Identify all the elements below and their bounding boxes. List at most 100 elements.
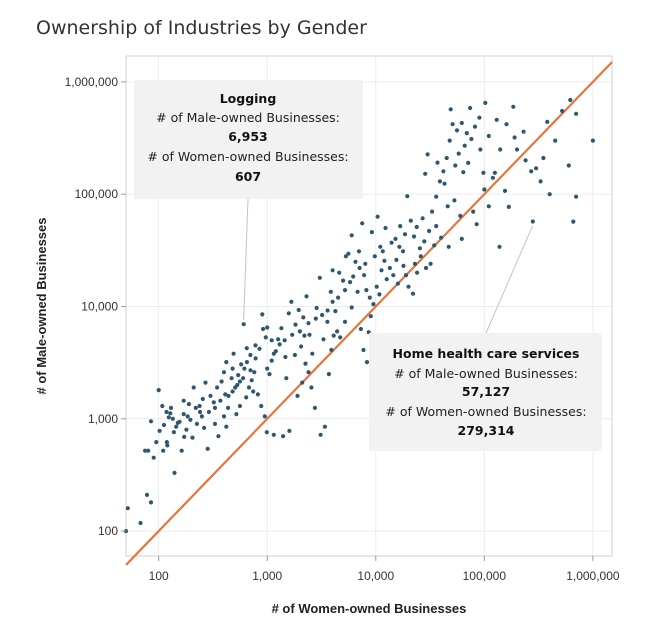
scatter-point: [174, 424, 179, 429]
scatter-point: [284, 376, 289, 381]
scatter-point: [211, 400, 216, 405]
scatter-point: [251, 389, 256, 394]
scatter-point: [547, 192, 552, 197]
scatter-point: [255, 392, 260, 397]
scatter-point: [459, 236, 464, 241]
scatter-point: [242, 366, 247, 371]
scatter-point: [363, 261, 368, 266]
scatter-point: [504, 122, 509, 127]
scatter-point: [442, 181, 447, 186]
scatter-point: [358, 326, 363, 332]
scatter-point: [447, 138, 452, 143]
annotation-home-health-female-label: # of Women-owned Businesses:: [385, 404, 586, 419]
annotation-home-health-male-value: 57,127: [462, 384, 510, 399]
reference-line: [125, 61, 613, 566]
scatter-point: [456, 151, 461, 156]
scatter-point: [244, 346, 249, 351]
scatter-point: [400, 249, 406, 254]
scatter-point: [154, 440, 159, 445]
scatter-point: [267, 372, 272, 377]
scatter-point: [312, 405, 317, 410]
y-tick-label-2: 10,000: [81, 299, 118, 313]
scatter-point: [590, 138, 596, 143]
scatter-point: [165, 443, 170, 448]
scatter-point: [472, 124, 478, 129]
scatter-point: [521, 129, 526, 134]
scatter-point: [452, 198, 457, 203]
scatter-point: [205, 446, 210, 451]
scatter-point: [427, 228, 432, 234]
scatter-point: [343, 254, 348, 259]
scatter-point: [379, 268, 384, 273]
scatter-point: [279, 326, 284, 331]
x-tick-label-4: 1,000,000: [566, 569, 620, 583]
scatter-point: [512, 135, 517, 140]
scatter-point: [406, 284, 411, 289]
scatter-point: [181, 412, 186, 417]
scatter-point: [197, 403, 202, 409]
scatter-point: [368, 314, 373, 319]
scatter-point: [430, 209, 435, 214]
scatter-point: [148, 419, 154, 424]
scatter-point: [125, 506, 130, 511]
scatter-point: [384, 277, 389, 282]
scatter-point: [253, 356, 258, 361]
scatter-point: [262, 414, 267, 419]
scatter-point: [411, 234, 417, 239]
scatter-point: [453, 163, 458, 168]
scatter-point: [325, 319, 330, 324]
scatter-point: [459, 120, 464, 126]
scatter-point: [281, 434, 286, 439]
scatter-point: [297, 329, 302, 334]
scatter-point: [182, 434, 187, 439]
scatter-point: [208, 393, 213, 398]
annotation-logging-title: Logging: [220, 91, 277, 106]
scatter-point: [445, 204, 450, 209]
scatter-point: [486, 133, 491, 139]
scatter-point: [164, 409, 169, 415]
annotation-home-health: Home health care services # of Male-owne…: [369, 333, 602, 451]
scatter-point: [318, 432, 323, 437]
scatter-point: [437, 179, 442, 184]
scatter-point: [248, 368, 253, 373]
scatter-point: [389, 240, 394, 245]
scatter-point: [299, 344, 304, 349]
y-axis-label: # of Male-owned Businesses: [34, 218, 49, 395]
scatter-point: [553, 138, 558, 143]
scatter-point: [282, 338, 287, 343]
axis-ticks: 100 1,000 10,000 100,000 1,000,000 100 1,000 10…: [65, 75, 620, 583]
scatter-point: [271, 432, 276, 437]
scatter-point: [417, 246, 422, 251]
scatter-point: [371, 302, 376, 307]
scatter-point: [164, 440, 169, 445]
scatter-point: [471, 209, 476, 214]
scatter-point: [351, 274, 356, 279]
scatter-point: [184, 427, 189, 432]
scatter-point: [322, 424, 327, 429]
scatter-point: [328, 289, 333, 294]
scatter-point: [293, 322, 298, 327]
scatter-point: [468, 105, 473, 111]
scatter-point: [199, 414, 204, 419]
scatter-point: [307, 332, 312, 337]
scatter-point: [357, 265, 362, 271]
scatter-point: [166, 415, 171, 420]
scatter-point: [257, 346, 262, 351]
scatter-point: [301, 315, 306, 320]
scatter-point: [434, 194, 439, 199]
scatter-point: [330, 299, 335, 304]
scatter-point: [148, 500, 154, 505]
scatter-point: [478, 147, 483, 152]
scatter-point: [321, 337, 326, 342]
scatter-point: [185, 414, 190, 419]
annotation-home-health-female-value: 279,314: [458, 423, 515, 438]
scatter-point: [412, 261, 418, 266]
scatter-point: [194, 421, 199, 426]
scatter-point: [530, 219, 535, 224]
chart-title: Ownership of Industries by Gender: [36, 17, 367, 39]
scatter-point: [216, 434, 221, 439]
scatter-point: [423, 171, 428, 176]
scatter-point: [246, 385, 252, 390]
scatter-point: [265, 325, 270, 330]
scatter-point: [474, 222, 479, 227]
